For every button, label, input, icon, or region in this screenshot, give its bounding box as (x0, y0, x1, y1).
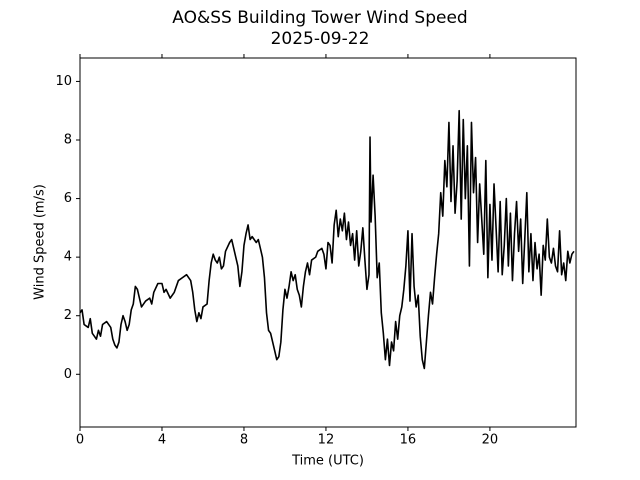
y-tick-label: 0 (64, 367, 72, 382)
chart-title: AO&SS Building Tower Wind Speed (172, 8, 467, 28)
x-axis-label: Time (UTC) (291, 454, 364, 469)
x-tick-label: 8 (240, 433, 248, 448)
line-series (79, 109, 575, 370)
y-tick-label: 6 (64, 191, 72, 206)
y-tick-label: 10 (55, 74, 72, 89)
y-axis-label: Wind Speed (m/s) (33, 184, 48, 300)
y-tick-label: 4 (64, 250, 72, 265)
plot-frame (79, 57, 577, 428)
x-tick-label: 4 (158, 433, 166, 448)
chart-subtitle: 2025-09-22 (271, 29, 370, 49)
x-tick-label: 20 (482, 433, 499, 448)
x-tick-label: 16 (400, 433, 417, 448)
y-tick-label: 8 (64, 133, 72, 148)
x-tick-label: 0 (76, 433, 84, 448)
x-tick-label: 12 (318, 433, 335, 448)
y-tick-label: 2 (64, 308, 72, 323)
